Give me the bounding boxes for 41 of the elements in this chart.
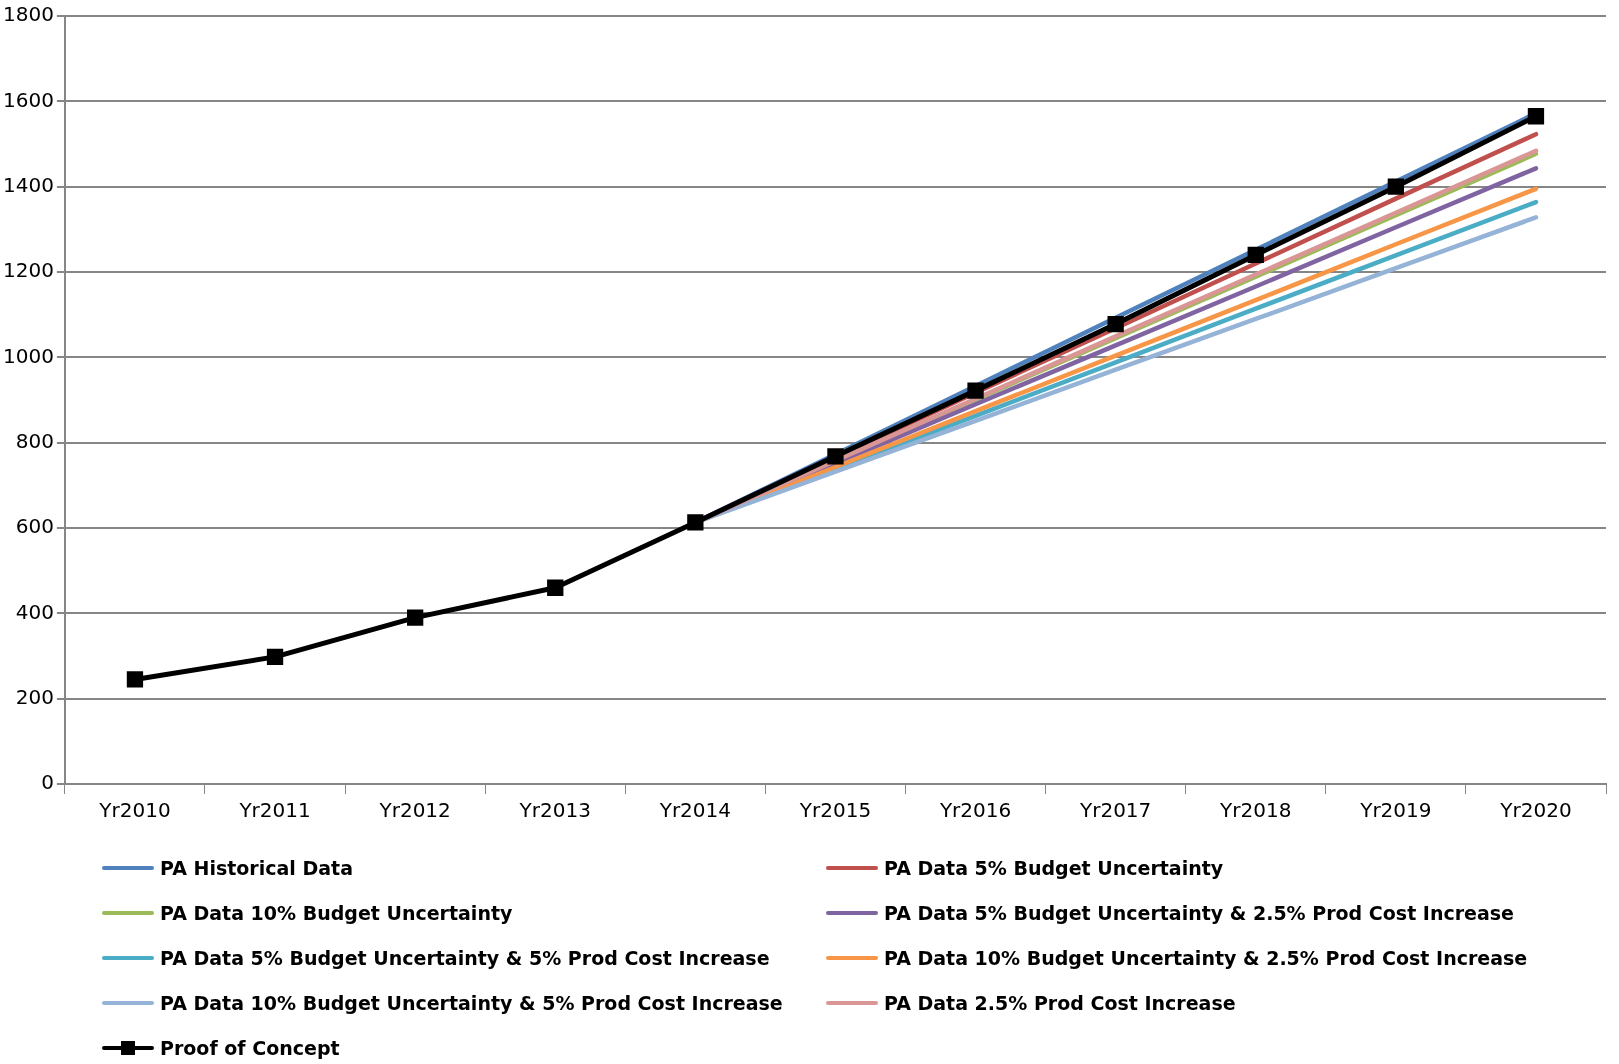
legend-label: PA Data 2.5% Prod Cost Increase: [884, 991, 1236, 1014]
y-tick-label: 800: [15, 428, 54, 453]
point: [126, 671, 144, 688]
point: [547, 579, 564, 596]
y-tick-label: 200: [15, 684, 54, 709]
x-tick-label: Yr2020: [1499, 798, 1572, 823]
x-tick-label: Yr2017: [1078, 798, 1152, 823]
point: [1247, 246, 1264, 264]
x-tick-label: Yr2010: [98, 798, 171, 823]
y-tick-label: 1400: [2, 172, 54, 197]
point: [1527, 108, 1545, 125]
y-tick-label: 1200: [2, 258, 54, 283]
y-tick-label: 600: [15, 514, 54, 539]
legend-label: PA Data 10% Budget Uncertainty & 2.5% Prod Cost Increase: [884, 946, 1528, 969]
y-tick-label: 1000: [2, 343, 54, 368]
point: [406, 609, 424, 626]
legend-label: PA Data 5% Budget Uncertainty & 2.5% Prod Cost Increase: [884, 901, 1514, 924]
y-tick-label: 1600: [2, 87, 54, 112]
legend-label: PA Data 5% Budget Uncertainty: [884, 856, 1224, 879]
point: [266, 648, 284, 666]
legend-label: PA Data 10% Budget Uncertainty: [160, 901, 513, 924]
legend-label: Proof of Concept: [160, 1036, 340, 1059]
y-tick-label: 1800: [2, 2, 54, 27]
x-tick-label: Yr2016: [938, 798, 1012, 823]
x-tick-label: Yr2015: [798, 798, 872, 823]
legend-label: PA Data 10% Budget Uncertainty & 5% Prod Cost Increase: [160, 991, 783, 1014]
legend-label: PA Historical Data: [160, 856, 353, 879]
point: [687, 514, 704, 531]
point: [1107, 315, 1124, 333]
y-tick-label: 0: [41, 770, 54, 795]
point: [827, 448, 844, 465]
x-tick-label: Yr2013: [518, 798, 591, 823]
legend-label: PA Data 5% Budget Uncertainty & 5% Prod Cost Increase: [160, 946, 770, 969]
x-tick-label: Yr2019: [1359, 798, 1432, 823]
x-tick-label: Yr2018: [1219, 798, 1292, 823]
x-tick-label: Yr2011: [238, 798, 311, 823]
point: [1387, 178, 1405, 195]
point: [967, 382, 984, 399]
x-tick-label: Yr2014: [658, 798, 732, 823]
x-tick-label: Yr2012: [378, 798, 451, 823]
y-tick-label: 400: [15, 599, 54, 624]
